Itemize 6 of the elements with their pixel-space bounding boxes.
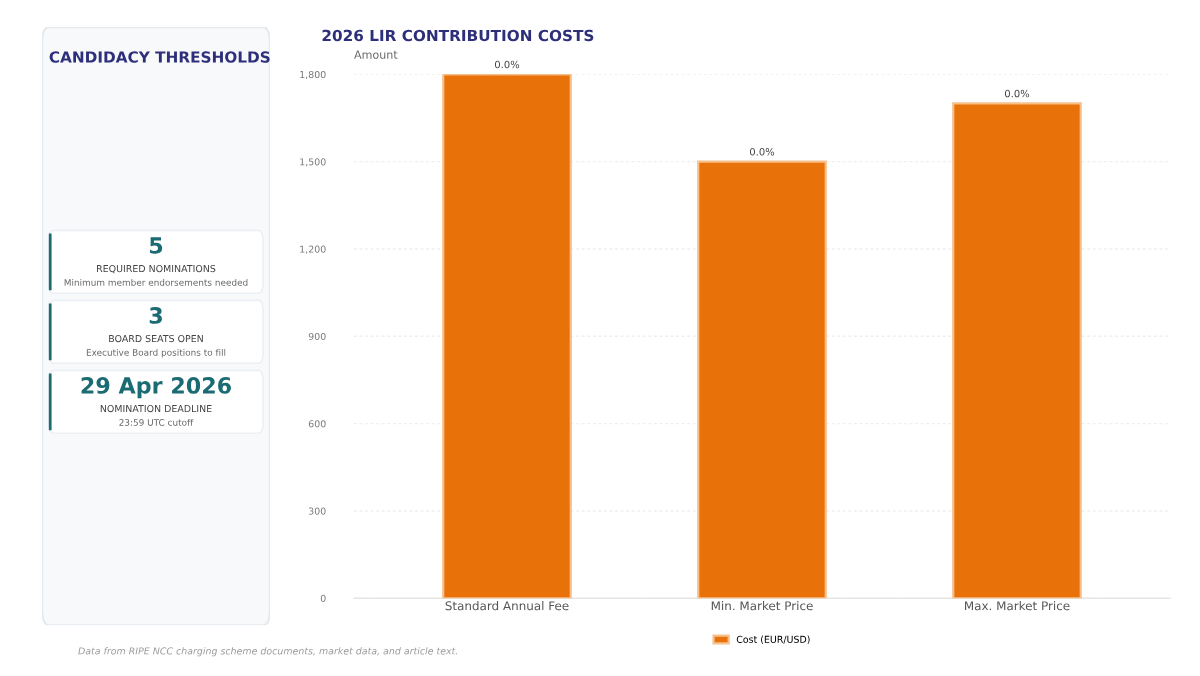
text: 3 <box>149 307 162 324</box>
text: 29 Apr 2026 <box>81 377 231 399</box>
bar <box>952 102 1082 599</box>
text: 5 <box>149 237 163 254</box>
bar <box>697 160 827 599</box>
bar <box>442 74 572 599</box>
